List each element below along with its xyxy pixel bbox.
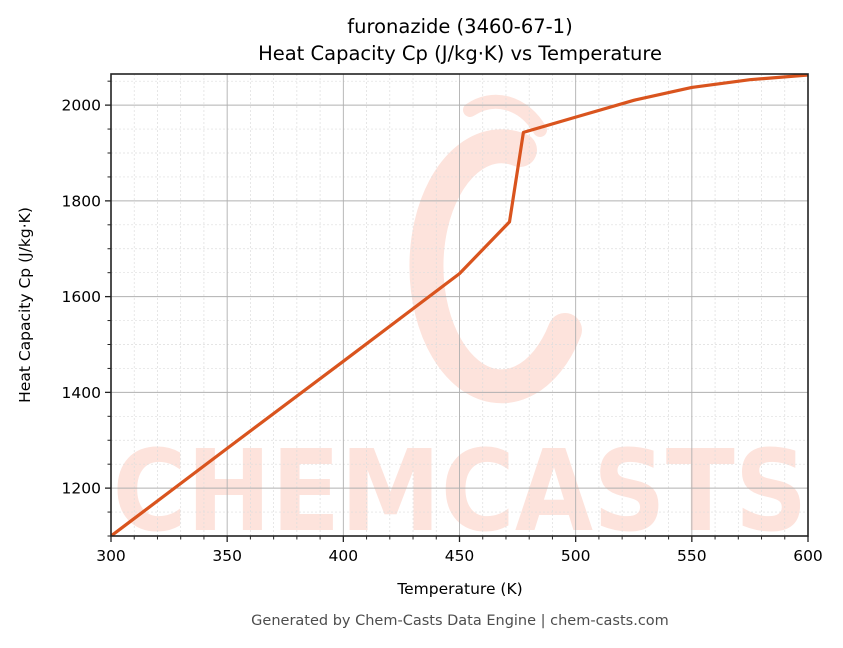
x-axis-ticks: 300 350 400 450 500 550 600: [96, 536, 823, 565]
x-tick-label: 400: [329, 547, 359, 565]
x-tick-label: 600: [793, 547, 823, 565]
y-tick-label: 1800: [62, 192, 101, 210]
x-tick-label: 300: [96, 547, 126, 565]
y-axis-label: Heat Capacity Cp (J/kg·K): [16, 207, 34, 403]
chart-title-line1: furonazide (3460-67-1): [347, 15, 572, 38]
x-axis-label: Temperature (K): [396, 580, 522, 598]
x-tick-label: 550: [677, 547, 707, 565]
x-tick-label: 500: [561, 547, 591, 565]
x-tick-label: 450: [445, 547, 475, 565]
x-tick-label: 350: [212, 547, 242, 565]
cp-series-line: [111, 74, 808, 536]
y-tick-label: 2000: [62, 97, 101, 115]
y-tick-label: 1400: [62, 384, 101, 402]
y-axis-ticks: 1200 1400 1600 1800 2000: [62, 80, 111, 537]
y-tick-label: 1600: [62, 288, 101, 306]
chart-title-line2: Heat Capacity Cp (J/kg·K) vs Temperature: [258, 42, 662, 65]
footer-credit: Generated by Chem-Casts Data Engine | ch…: [251, 613, 669, 629]
y-tick-label: 1200: [62, 480, 101, 498]
